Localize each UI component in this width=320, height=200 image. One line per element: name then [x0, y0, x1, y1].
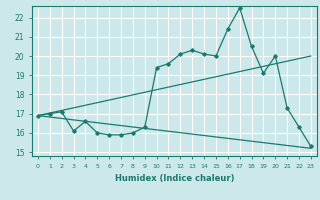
X-axis label: Humidex (Indice chaleur): Humidex (Indice chaleur)	[115, 174, 234, 183]
